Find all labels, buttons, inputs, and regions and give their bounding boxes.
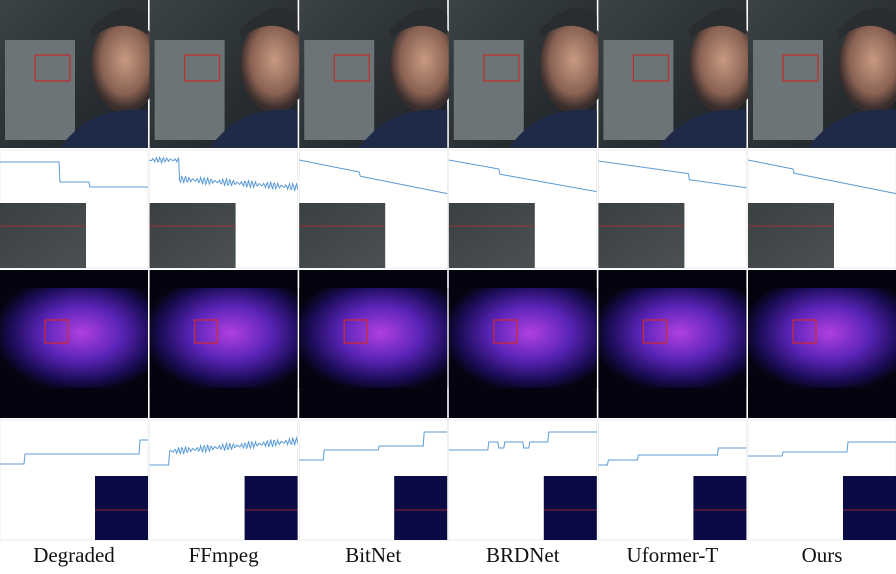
method-column: BitNet bbox=[299, 0, 458, 567]
method-caption: BitNet bbox=[345, 543, 401, 567]
method-caption: Ours bbox=[802, 543, 843, 567]
method-column: Uformer-T bbox=[598, 0, 757, 567]
method-caption: BRDNet bbox=[486, 543, 560, 567]
comparison-figure: Degraded FFmpeg BitNet BRDNet Uformer-T Ours bbox=[0, 0, 896, 574]
method-column: Degraded bbox=[0, 0, 159, 567]
method-column: BRDNet bbox=[449, 0, 608, 567]
method-caption: Uformer-T bbox=[627, 543, 719, 567]
crop bbox=[95, 476, 148, 540]
crop bbox=[544, 476, 597, 540]
scene-glow bbox=[598, 288, 746, 388]
crop bbox=[748, 203, 834, 268]
crop bbox=[0, 203, 86, 268]
scene-glow bbox=[150, 288, 298, 388]
crop bbox=[150, 203, 236, 268]
page: DegradedFFmpegBitNetBRDNetUformer-TOurs … bbox=[0, 0, 896, 574]
crop bbox=[299, 203, 385, 268]
method-caption: Degraded bbox=[33, 543, 115, 567]
method-caption: FFmpeg bbox=[189, 543, 260, 567]
scene-glow bbox=[0, 288, 148, 388]
crop bbox=[843, 476, 896, 540]
crop bbox=[449, 203, 535, 268]
crop bbox=[394, 476, 447, 540]
crop bbox=[693, 476, 746, 540]
method-column: Ours bbox=[748, 0, 896, 567]
crop bbox=[598, 203, 684, 268]
crop bbox=[245, 476, 298, 540]
scene-glow bbox=[449, 288, 597, 388]
scene-glow bbox=[748, 288, 896, 388]
scene-glow bbox=[299, 288, 447, 388]
method-column: FFmpeg bbox=[150, 0, 309, 567]
